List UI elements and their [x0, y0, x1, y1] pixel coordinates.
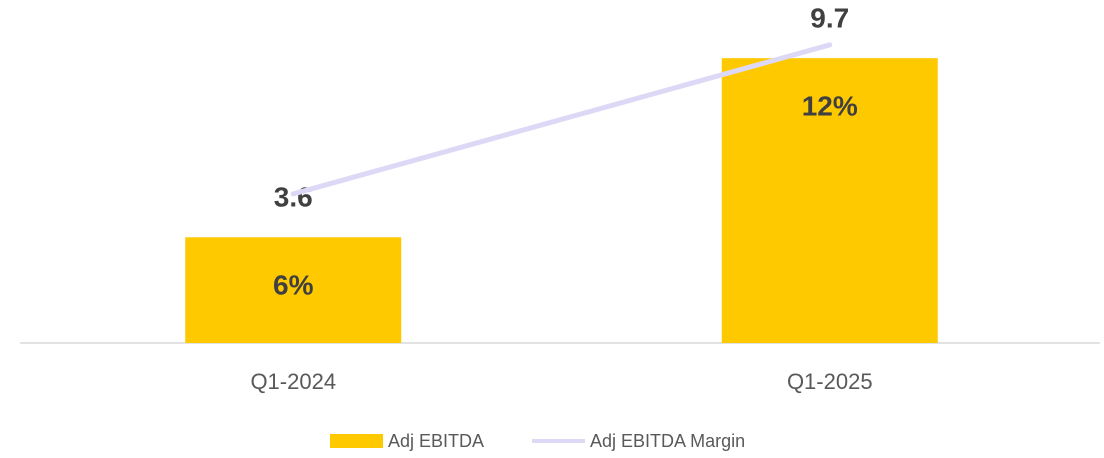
line-value-label: 12%: [802, 91, 858, 122]
legend-swatch: [330, 434, 383, 448]
legend-label: Adj EBITDA Margin: [590, 431, 745, 451]
bar: [721, 58, 938, 343]
line-value-label: 6%: [273, 270, 314, 301]
bar-value-label: 9.7: [810, 3, 849, 34]
line: [290, 42, 833, 197]
bar-value-label: 3.6: [274, 182, 313, 213]
x-tick-label: Q1-2024: [250, 369, 336, 394]
legend-label: Adj EBITDA: [388, 431, 484, 451]
x-tick-label: Q1-2025: [787, 369, 873, 394]
bar: [185, 237, 402, 343]
